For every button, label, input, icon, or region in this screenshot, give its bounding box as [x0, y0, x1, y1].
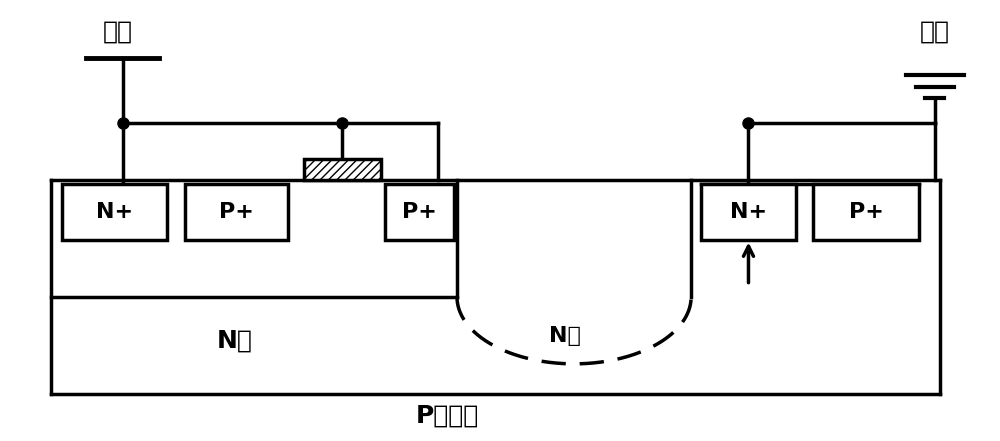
- Bar: [304, 159, 381, 180]
- Bar: [813, 184, 919, 239]
- Text: 阳极: 阳极: [103, 19, 133, 43]
- Text: 阴极: 阴极: [920, 19, 950, 43]
- Text: P+: P+: [402, 202, 437, 222]
- Text: N+: N+: [730, 202, 767, 222]
- Bar: [701, 184, 796, 239]
- Text: N阱: N阱: [217, 329, 253, 353]
- Bar: [185, 184, 288, 239]
- Text: P+: P+: [219, 202, 254, 222]
- Text: N+: N+: [96, 202, 133, 222]
- Bar: [385, 184, 454, 239]
- Text: P+: P+: [849, 202, 883, 222]
- Bar: [62, 184, 167, 239]
- Text: P型衬底: P型衬底: [416, 404, 479, 427]
- Text: N阱: N阱: [549, 326, 580, 346]
